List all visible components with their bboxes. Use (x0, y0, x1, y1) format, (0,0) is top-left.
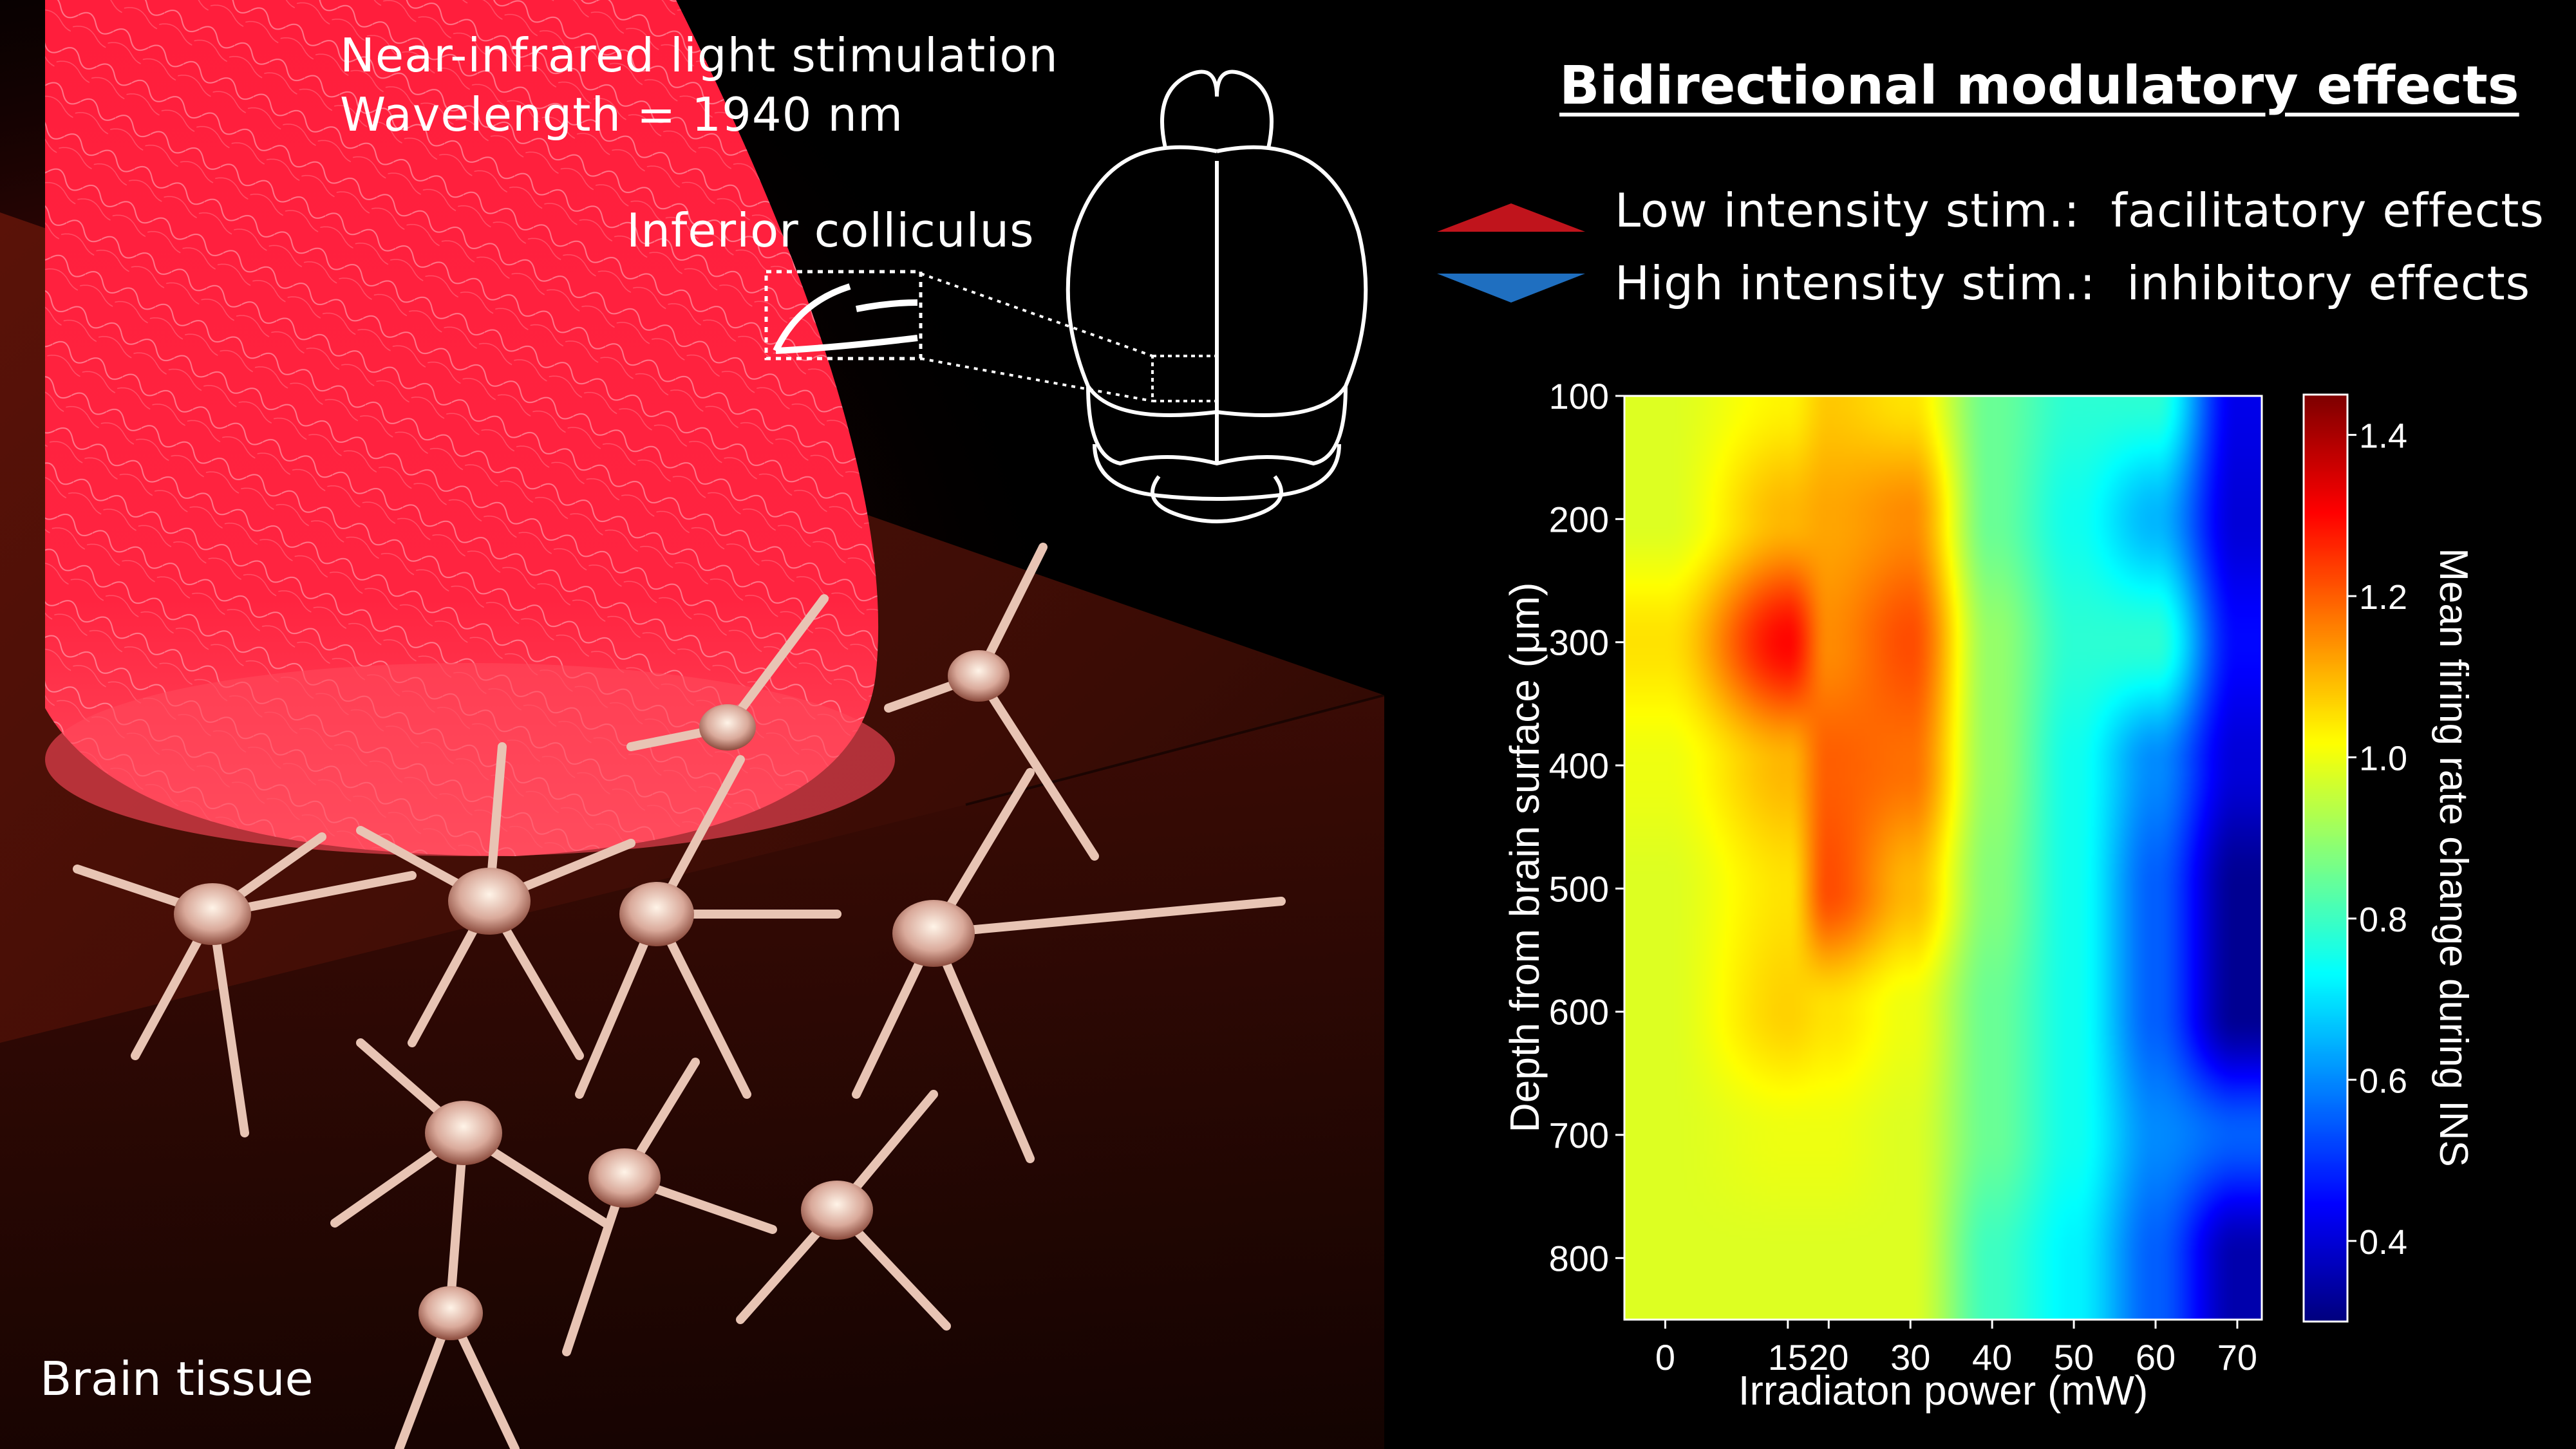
colorbar-tick-label: 0.4 (2359, 1223, 2407, 1262)
colorbar-tick-label: 1.2 (2359, 578, 2407, 617)
x-tick-label: 70 (2217, 1337, 2257, 1378)
y-tick-label: 300 (1549, 622, 1609, 663)
legend-low-label: Low intensity stim.: (1615, 183, 2080, 238)
y-tick-label: 200 (1549, 499, 1609, 539)
y-axis-ticks: 100 200 300 400 500 600 700 800 (1549, 376, 1624, 1278)
legend-low: Low intensity stim.: facilitatory effect… (1615, 183, 2544, 238)
wavelength-label: Wavelength = 1940 nm (340, 88, 904, 142)
y-tick-label: 400 (1549, 745, 1609, 786)
colorbar (2304, 395, 2347, 1322)
y-tick-label: 100 (1549, 376, 1609, 416)
heatmap-chart: 0 15 20 30 40 50 60 70 100200300400500600700800… (1501, 376, 2476, 1414)
inhibitory-triangle-icon (1437, 274, 1585, 303)
brain-tissue-label: Brain tissue (40, 1352, 314, 1406)
x-tick-label: 15 (1768, 1337, 1808, 1378)
brain-outline-diagram (1066, 70, 1368, 523)
y-tick-label: 600 (1549, 992, 1609, 1033)
plot-frame (1623, 395, 2263, 1321)
colorbar-tick-label: 1.4 (2359, 417, 2407, 456)
x-tick-label: 60 (2136, 1337, 2176, 1378)
x-tick-label: 40 (1972, 1337, 2012, 1378)
stimulation-title: Near-infrared light stimulation Waveleng… (340, 26, 1058, 144)
colorbar-ticks: 1.4 1.2 1.0 0.8 0.6 0.4 (2347, 417, 2407, 1262)
y-axis-label: Depth from brain surface (μm) (1501, 583, 1548, 1133)
x-tick-label: 0 (1655, 1337, 1675, 1378)
legend-high: High intensity stim.: inhibitory effects (1615, 256, 2530, 310)
stimulation-type: Near-infrared light stimulation (340, 28, 1058, 82)
x-axis-label: Irradiaton power (mW) (1738, 1367, 2148, 1414)
x-tick-label: 30 (1890, 1337, 1930, 1378)
neurons (73, 543, 1286, 1449)
legend-high-label: High intensity stim.: (1615, 256, 2096, 310)
y-tick-label: 700 (1549, 1115, 1609, 1155)
facilitatory-triangle-icon (1437, 203, 1585, 232)
y-tick-label: 500 (1549, 868, 1609, 909)
region-label: Inferior colliculus (626, 203, 1035, 257)
effects-title: Bidirectional modulatory effects (1559, 55, 2519, 117)
inferior-colliculus-inset (764, 270, 1218, 402)
legend-high-effect: inhibitory effects (2127, 256, 2531, 310)
legend-low-effect: facilitatory effects (2111, 183, 2544, 238)
y-tick-label: 800 (1549, 1238, 1609, 1278)
x-tick-label: 20 (1809, 1337, 1848, 1378)
colorbar-tick-label: 1.0 (2359, 739, 2407, 778)
colorbar-label: Mean firing rate change during INS (2431, 548, 2476, 1167)
x-axis-ticks: 0 15 20 30 40 50 60 70 (1655, 1320, 2257, 1378)
colorbar-tick-label: 0.6 (2359, 1061, 2407, 1100)
heatmap-surface (1624, 396, 2262, 1320)
colorbar-tick-label: 0.8 (2359, 901, 2407, 939)
x-tick-label: 50 (2054, 1337, 2094, 1378)
